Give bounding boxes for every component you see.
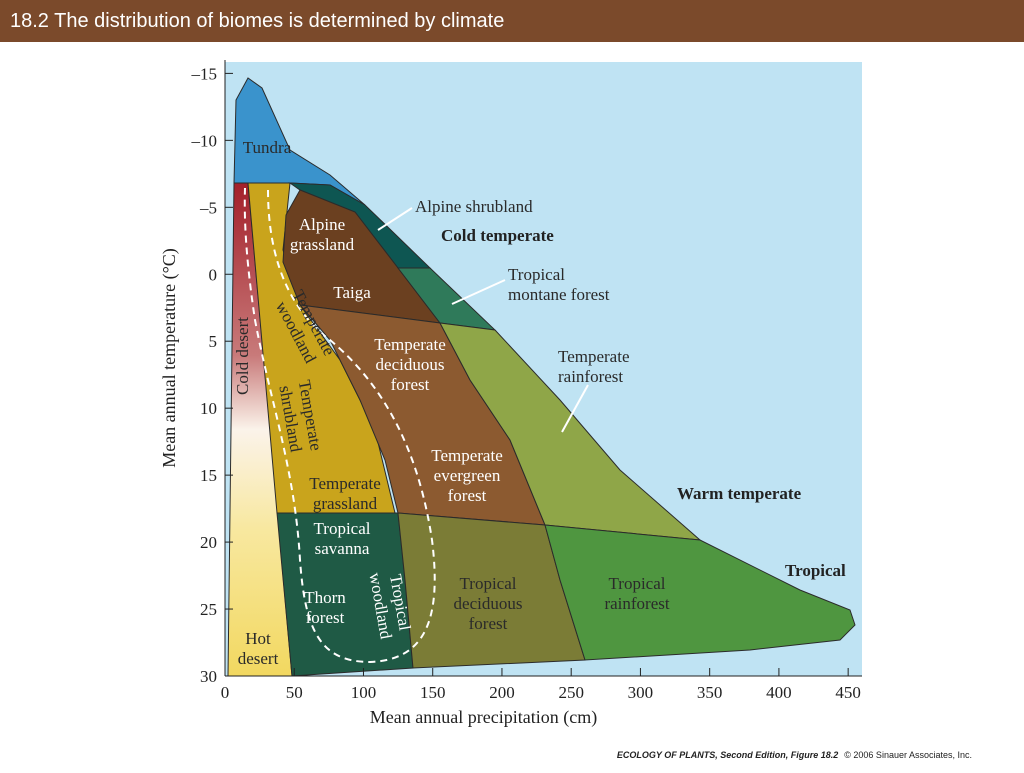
zone-label: Tropical — [785, 561, 846, 580]
zone-label: Cold temperate — [441, 226, 554, 245]
biome-label: Temperate grassland — [309, 474, 381, 513]
biome-label-line: rainforest — [558, 367, 623, 386]
biome-label-line: Tropical — [609, 574, 666, 593]
biome-label-line: Temperate — [374, 335, 446, 354]
biome-label-line: forest — [391, 375, 430, 394]
biome-label-line: Hot — [245, 629, 271, 648]
x-tick-label: 150 — [420, 683, 446, 702]
leader — [451, 279, 506, 305]
x-tick-label: 200 — [489, 683, 515, 702]
y-tick-label: –15 — [191, 64, 218, 83]
biome-label: Tropical savanna — [314, 519, 371, 558]
x-tick-label: 400 — [766, 683, 792, 702]
y-tick-label: 15 — [200, 466, 217, 485]
biome-label-line: Temperate — [558, 347, 630, 366]
y-tick-label: 25 — [200, 600, 217, 619]
biome-label-line: Tropical — [460, 574, 517, 593]
y-tick-label: 5 — [209, 332, 218, 351]
biome-label-line: grassland — [290, 235, 355, 254]
biome-label-line: Temperate — [309, 474, 381, 493]
x-tick-label: 250 — [558, 683, 584, 702]
biome-label-line: Alpine — [299, 215, 345, 234]
biome-label-line: Cold desert — [233, 317, 252, 395]
footer-figure: ECOLOGY OF PLANTS, Second Edition, Figur… — [617, 750, 838, 760]
biome-regions — [227, 77, 856, 677]
biome-label-line: forest — [306, 608, 345, 627]
header-title: 18.2 The distribution of biomes is deter… — [10, 10, 504, 32]
header-bar — [0, 0, 1024, 42]
zone-label: Warm temperate — [677, 484, 802, 503]
leader — [561, 384, 589, 433]
biome-label-line: montane forest — [508, 285, 610, 304]
x-axis-label: Mean annual precipitation (cm) — [370, 707, 597, 728]
biome-label: Tundra — [243, 138, 292, 157]
biome-label-line: savanna — [315, 539, 370, 558]
biome-label-line: rainforest — [604, 594, 669, 613]
y-tick-label: 0 — [209, 265, 218, 284]
x-tick-label: 450 — [835, 683, 861, 702]
biome-label: Hot desert — [238, 629, 279, 668]
biome-label-line: Tundra — [243, 138, 292, 157]
x-tick-label: 300 — [628, 683, 654, 702]
biome-label: Temperate evergreen forest — [431, 446, 503, 505]
biome-label-line: Tropical — [314, 519, 371, 538]
biome-label-line: Temperate — [431, 446, 503, 465]
biome-label: Temperate rainforest — [558, 347, 630, 386]
biome-label-line: evergreen — [434, 466, 501, 485]
y-tick-label: –10 — [191, 131, 218, 150]
biome-label-line: grassland — [313, 494, 378, 513]
biome-label: Alpine shrubland — [415, 197, 533, 216]
y-tick-label: –5 — [199, 198, 217, 217]
footer-copyright: © 2006 Sinauer Associates, Inc. — [844, 750, 972, 760]
footer: ECOLOGY OF PLANTS, Second Edition, Figur… — [617, 750, 972, 760]
biome-label-line: Alpine shrubland — [415, 197, 533, 216]
biome-label: Tropicalwoodland — [365, 568, 415, 641]
biome-label-line: Taiga — [333, 283, 371, 302]
leader — [377, 207, 413, 231]
x-tick-label: 0 — [221, 683, 230, 702]
y-tick-label: 20 — [200, 533, 217, 552]
biome-label: Tropical rainforest — [604, 574, 669, 613]
biome-label-line: desert — [238, 649, 279, 668]
biome-label-line: deciduous — [376, 355, 445, 374]
biome-label: Cold desert — [233, 317, 252, 395]
y-tick-label: 30 — [200, 667, 217, 686]
x-tick-label: 50 — [286, 683, 303, 702]
biome-label-line: Tropical — [508, 265, 565, 284]
dashed-boundary — [243, 187, 436, 664]
biome-label: Tropical deciduous forest — [454, 574, 523, 633]
region-tropical-rainforest — [544, 524, 856, 661]
y-tick-label: 10 — [200, 399, 217, 418]
biome-label: Temperate deciduous forest — [374, 335, 446, 394]
biome-label: Tropical montane forest — [508, 265, 610, 304]
biome-label: Taiga — [333, 283, 371, 302]
biome-label: Thorn forest — [304, 588, 346, 627]
biome-label: Alpine grassland — [290, 215, 355, 254]
x-tick-label: 100 — [351, 683, 377, 702]
biome-label-line: forest — [448, 486, 487, 505]
leader-lines — [377, 207, 589, 433]
biome-label-line: deciduous — [454, 594, 523, 613]
y-axis-label: Mean annual temperature (°C) — [159, 248, 180, 468]
biome-label-line: Thorn — [304, 588, 346, 607]
biome-label-line: forest — [469, 614, 508, 633]
x-tick-label: 350 — [697, 683, 723, 702]
